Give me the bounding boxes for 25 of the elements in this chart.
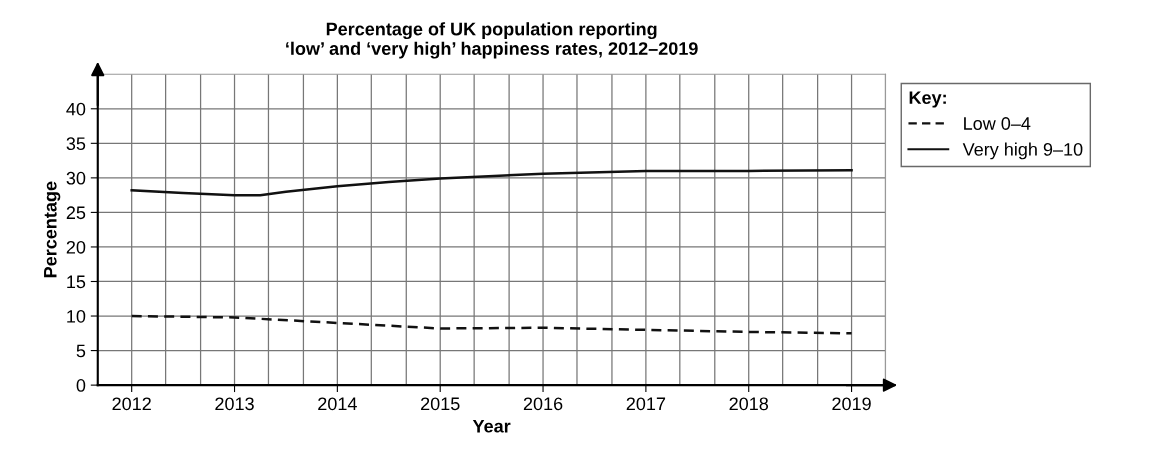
x-tick-label: 2015 <box>421 397 460 411</box>
y-tick-label: 30 <box>66 171 86 185</box>
legend-label: Very high 9–10 <box>962 142 1083 160</box>
line-series <box>130 169 853 197</box>
x-tick-label: 2019 <box>832 397 871 411</box>
y-tick-label: 25 <box>66 206 86 220</box>
line-series <box>130 314 853 335</box>
x-tick-label: 2016 <box>523 397 563 411</box>
x-tick-label: 2018 <box>729 397 769 411</box>
x-tick-label: 2013 <box>215 397 254 411</box>
legend-label: Low 0–4 <box>964 117 1031 130</box>
y-tick-label: 5 <box>76 344 86 358</box>
x-tick-label: 2012 <box>112 397 151 411</box>
legend-title: Key: <box>909 91 946 108</box>
y-tick-label: 40 <box>66 102 86 116</box>
x-tick-label: 2014 <box>318 397 357 411</box>
x-tick-label: 2017 <box>626 397 666 411</box>
y-axis-title: Percentage <box>44 181 61 278</box>
y-tick-label: 35 <box>66 137 86 151</box>
chart-title: Percentage of UK population reporting ‘low’ and ‘very high’ happiness rates, 2012–2019 <box>286 22 698 59</box>
y-tick-label: 0 <box>76 379 86 392</box>
y-tick-label: 15 <box>67 275 86 289</box>
x-axis-title: Year <box>472 419 511 433</box>
y-tick-label: 20 <box>66 240 86 254</box>
y-tick-label: 10 <box>67 309 86 323</box>
